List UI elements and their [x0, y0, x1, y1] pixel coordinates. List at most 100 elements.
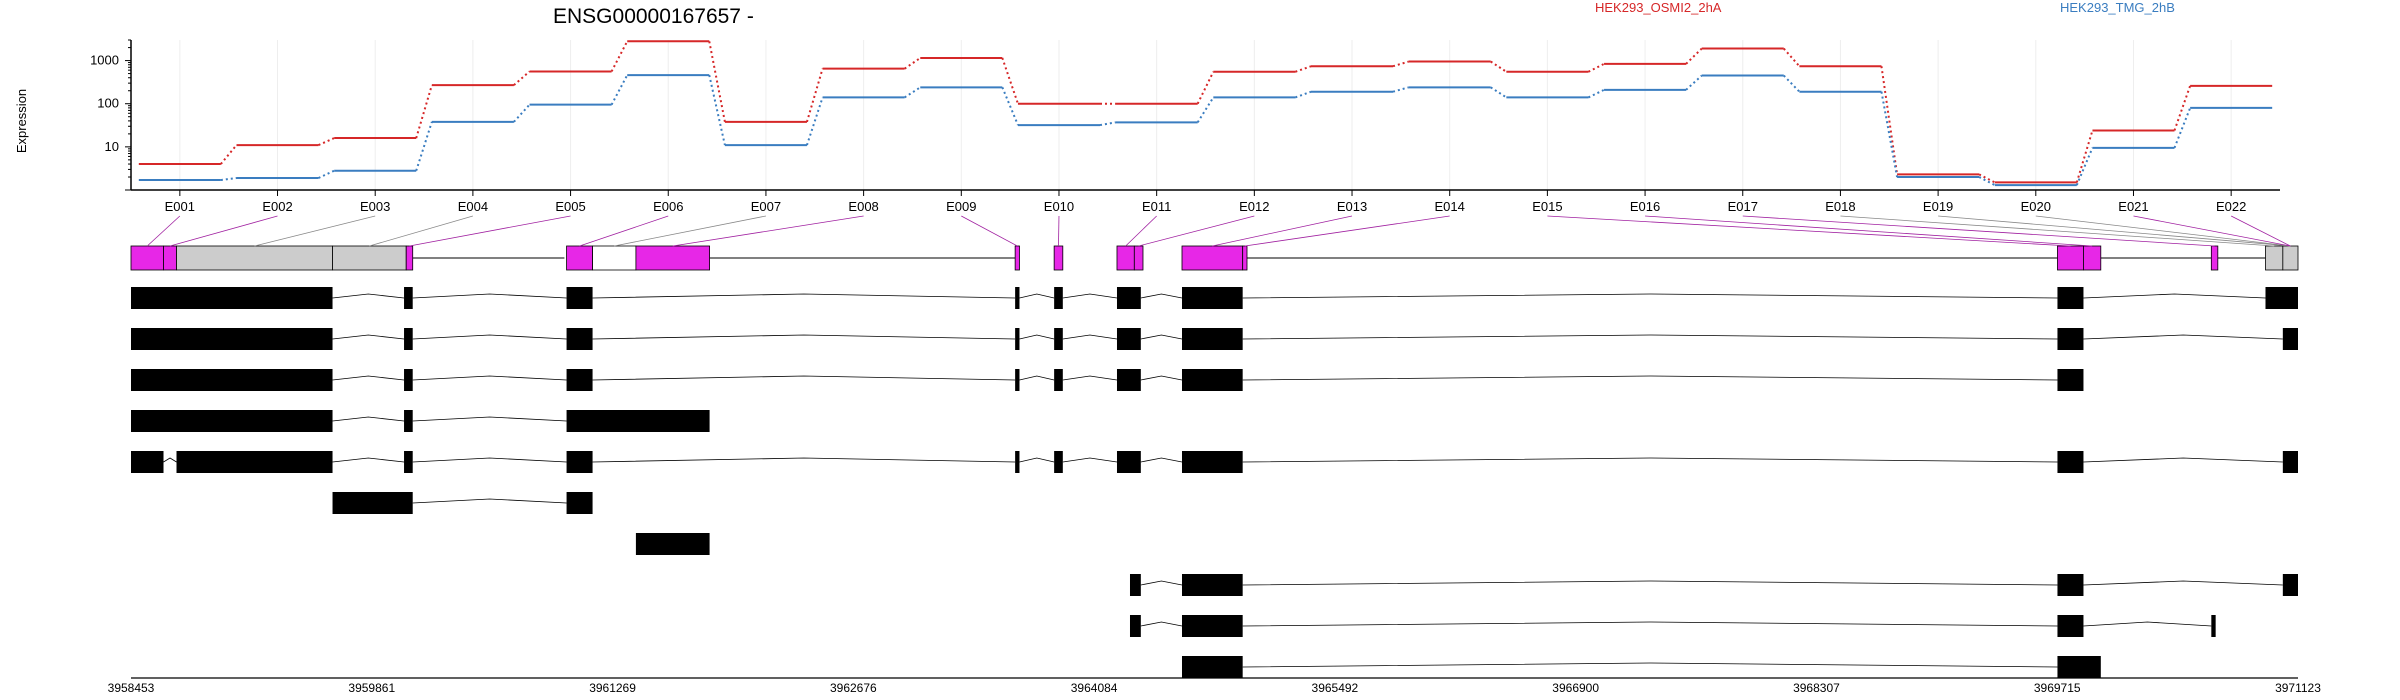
bin-connector	[146, 215, 181, 247]
exon-bin	[2210, 245, 2219, 271]
transcript-exon	[1054, 287, 1063, 309]
coordinate-tick-label: 3962676	[830, 681, 877, 695]
transcript-exon	[1181, 615, 1243, 637]
transcript-intron	[1242, 457, 2058, 463]
transcript-intron	[412, 334, 567, 340]
transcript-exon	[404, 369, 413, 391]
transcript-exon	[2265, 287, 2298, 309]
transcript-row	[1181, 656, 2101, 678]
connector	[318, 169, 335, 179]
bin-connector	[961, 215, 1018, 247]
connector	[1490, 86, 1507, 99]
y-tick-label: 10	[105, 139, 119, 154]
legend-series-1: HEK293_OSMI2_2hA	[1595, 0, 1722, 15]
bin-connector	[1244, 215, 1450, 247]
connector	[610, 74, 629, 106]
transcript-intron	[412, 416, 567, 422]
exon-bin	[2083, 245, 2102, 271]
transcript-exon	[1129, 615, 1141, 637]
legend-series-2: HEK293_TMG_2hB	[2060, 0, 2175, 15]
connector	[1196, 96, 1215, 123]
coordinate-tick-label: 3959861	[348, 681, 395, 695]
bin-connector	[409, 215, 571, 247]
transcript-exon	[1181, 287, 1243, 309]
transcript-intron	[1242, 580, 2058, 586]
transcript-exon	[1181, 369, 1243, 391]
transcript-row	[332, 492, 593, 514]
transcript-row	[131, 287, 2298, 309]
connector	[1880, 91, 1899, 178]
transcript-intron	[1242, 375, 2058, 381]
connector	[1392, 60, 1409, 68]
connector	[1978, 176, 1996, 186]
transcript-exon	[404, 410, 413, 432]
chart-title: ENSG00000167657 -	[553, 5, 754, 28]
transcript-exon	[2282, 451, 2298, 473]
transcript-row	[131, 328, 2298, 350]
bin-connector	[1212, 215, 1353, 247]
transcript-intron	[332, 457, 405, 463]
connector	[513, 70, 531, 86]
transcript-exon	[2057, 369, 2084, 391]
transcript-intron	[1019, 457, 1055, 463]
transcript-intron	[2083, 293, 2266, 299]
transcript-exon	[1116, 328, 1141, 350]
connector	[2075, 130, 2094, 183]
transcript-exon	[1015, 369, 1020, 391]
transcript-exon	[566, 369, 593, 391]
transcript-exon	[1181, 574, 1243, 596]
x-tick-label: E017	[1728, 199, 1758, 214]
transcript-intron	[1242, 662, 2058, 668]
exon-bin	[1014, 245, 1020, 271]
coordinate-tick-label: 3958453	[108, 681, 155, 695]
plot-area: 10 100 1000 E001 E002 E003 E004 E005 E006 E007 E00…	[90, 39, 2280, 214]
transcript-intron	[1242, 621, 2058, 627]
transcript-intron	[1062, 293, 1118, 299]
connector	[1295, 65, 1312, 73]
gene-model: 3958453 3959861 3961269 3962676 3964084 39654…	[108, 215, 2321, 695]
transcript-intron	[412, 457, 567, 463]
transcript-intron	[332, 334, 405, 340]
series-2	[138, 74, 2273, 187]
transcript-intron	[1140, 457, 1183, 463]
connector	[1685, 74, 1703, 91]
transcript-intron	[332, 416, 405, 422]
connector	[1783, 47, 1801, 67]
x-tick-label: E010	[1044, 199, 1074, 214]
transcript-intron	[1140, 375, 1183, 381]
transcript-intron	[1062, 457, 1118, 463]
coordinate-tick-label: 3968307	[1793, 681, 1840, 695]
bin-connector	[1058, 215, 1060, 247]
transcript-intron	[1140, 580, 1183, 586]
transcript-exon	[566, 287, 593, 309]
exon-bin	[405, 245, 414, 271]
transcript-intron	[1019, 293, 1055, 299]
connector	[1295, 90, 1312, 99]
transcript-exon	[566, 328, 593, 350]
transcript-intron	[592, 375, 1016, 381]
bin-connector	[579, 215, 669, 247]
connector	[904, 86, 921, 99]
transcript-exon	[404, 451, 413, 473]
x-tick-label: E001	[165, 199, 195, 214]
coordinate-tick-label: 3971123	[2275, 681, 2321, 695]
exon-bin	[2265, 245, 2284, 271]
exon-bin	[1116, 245, 1135, 271]
connector	[708, 74, 726, 146]
connector	[415, 84, 433, 139]
transcript-exon	[1015, 451, 1020, 473]
transcript-intron	[412, 498, 567, 504]
coordinate-tick-label: 3964084	[1071, 681, 1118, 695]
x-tick-label: E005	[555, 199, 585, 214]
transcript-exon	[1116, 369, 1141, 391]
transcript-exon	[131, 287, 333, 309]
transcript-row	[1129, 615, 2216, 637]
transcript-intron	[1140, 621, 1183, 627]
x-tick-label: E003	[360, 199, 390, 214]
connector	[2173, 107, 2192, 149]
x-tick-label: E012	[1239, 199, 1269, 214]
x-tick-label: E018	[1825, 199, 1855, 214]
x-tick-label: E019	[1923, 199, 1953, 214]
exon-bin	[1133, 245, 1144, 271]
